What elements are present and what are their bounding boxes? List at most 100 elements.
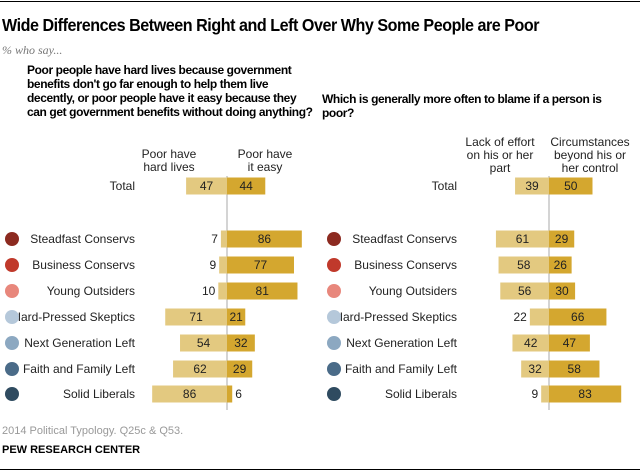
category-label: Total — [432, 179, 457, 193]
bar-left — [512, 334, 549, 352]
value-label-right: 21 — [229, 310, 243, 324]
category-label: Solid Liberals — [385, 387, 457, 401]
bar-right — [227, 256, 294, 274]
bar-right — [227, 385, 233, 403]
bar-right — [549, 334, 590, 352]
group-dot — [5, 336, 19, 350]
bar-left — [495, 230, 549, 248]
category-label: Hard-Pressed Skeptics — [12, 310, 135, 324]
group-dot — [327, 258, 341, 272]
bar-left — [219, 256, 227, 274]
bar-left — [515, 177, 549, 195]
bar-right — [227, 334, 255, 352]
top-rule — [0, 1, 640, 2]
value-label-left: 54 — [197, 336, 211, 350]
value-label-left: 7 — [211, 232, 218, 246]
bar-right — [549, 308, 607, 326]
value-label-right: 32 — [234, 336, 248, 350]
bar-right — [227, 360, 253, 378]
category-label: Young Outsiders — [47, 284, 135, 298]
value-label-right: 77 — [254, 258, 268, 272]
value-label-left: 39 — [525, 179, 539, 193]
category-label: Next Generation Left — [346, 336, 457, 350]
group-dot — [5, 258, 19, 272]
value-label-right: 44 — [239, 179, 253, 193]
value-label-right: 66 — [571, 310, 585, 324]
bar-left — [521, 360, 549, 378]
bar-right — [549, 256, 572, 274]
group-dot — [327, 336, 341, 350]
value-label-left: 47 — [200, 179, 214, 193]
footnote: 2014 Political Typology. Q25c & Q53. — [2, 425, 184, 437]
left-question: Poor people have hard lives because gove… — [27, 63, 313, 119]
bar-left — [173, 360, 227, 378]
bar-left — [498, 256, 549, 274]
group-dot — [327, 232, 341, 246]
value-label-right: 83 — [578, 387, 592, 401]
category-label: Business Conservs — [354, 258, 457, 272]
bar-left — [541, 385, 549, 403]
value-label-right: 29 — [555, 232, 569, 246]
value-label-left: 42 — [524, 336, 538, 350]
category-label: Faith and Family Left — [23, 362, 136, 376]
bar-left — [165, 308, 227, 326]
category-label: Young Outsiders — [369, 284, 457, 298]
value-label-right: 26 — [554, 258, 568, 272]
chart-subtitle: % who say... — [2, 43, 63, 57]
value-label-right: 30 — [555, 284, 569, 298]
value-label-right: 29 — [233, 362, 247, 376]
value-label-left: 56 — [518, 284, 532, 298]
bar-left — [152, 385, 227, 403]
right-question: Which is generally more often to blame i… — [322, 92, 602, 120]
value-label-left: 58 — [517, 258, 531, 272]
category-label: Steadfast Conservs — [352, 232, 457, 246]
bar-left — [500, 282, 549, 300]
value-label-left: 71 — [189, 310, 203, 324]
value-label-left: 61 — [516, 232, 530, 246]
bar-left — [218, 282, 227, 300]
category-label: Business Conservs — [32, 258, 135, 272]
group-dot — [5, 387, 19, 401]
bar-right — [549, 360, 600, 378]
bar-left — [529, 308, 549, 326]
group-dot — [327, 387, 341, 401]
bar-right — [227, 177, 266, 195]
value-label-left: 22 — [514, 310, 528, 324]
right-header-effort: Lack of effort on his or her part — [465, 135, 535, 175]
value-label-right: 50 — [564, 179, 578, 193]
category-label: Total — [110, 179, 135, 193]
group-dot — [5, 232, 19, 246]
bar-right — [227, 282, 298, 300]
value-label-left: 62 — [193, 362, 207, 376]
value-label-right: 47 — [563, 336, 577, 350]
group-dot — [5, 284, 19, 298]
value-label-right: 58 — [568, 362, 582, 376]
category-label: Faith and Family Left — [345, 362, 458, 376]
category-label: Solid Liberals — [63, 387, 135, 401]
left-header-hard: Poor have hard lives — [141, 147, 197, 174]
value-label-left: 9 — [209, 258, 216, 272]
bar-left — [186, 177, 227, 195]
value-label-left: 9 — [531, 387, 538, 401]
value-label-right: 81 — [256, 284, 270, 298]
group-dot — [327, 310, 341, 324]
bar-right — [549, 282, 576, 300]
bar-left — [180, 334, 227, 352]
value-label-left: 32 — [528, 362, 542, 376]
bar-left — [220, 230, 227, 248]
bottom-rule — [0, 469, 640, 470]
value-label-right: 86 — [258, 232, 272, 246]
bar-right — [549, 177, 593, 195]
group-dot — [5, 362, 19, 376]
value-label-right: 6 — [235, 387, 242, 401]
group-dot — [327, 284, 341, 298]
group-dot — [5, 310, 19, 324]
category-label: Hard-Pressed Skeptics — [334, 310, 457, 324]
source-label: PEW RESEARCH CENTER — [2, 444, 141, 456]
right-header-circumstances: Circumstances beyond his or her control — [550, 135, 630, 175]
left-header-easy: Poor have it easy — [237, 147, 293, 174]
bar-right — [227, 230, 302, 248]
value-label-left: 86 — [183, 387, 197, 401]
